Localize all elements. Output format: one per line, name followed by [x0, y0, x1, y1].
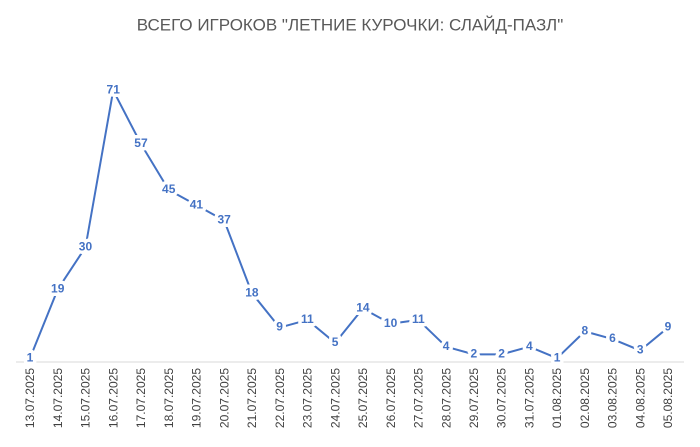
data-label: 4: [526, 339, 533, 353]
x-tick-label: 13.07.2025: [23, 368, 37, 428]
data-label: 1: [27, 350, 34, 364]
data-label: 5: [332, 335, 339, 349]
x-tick-label: 25.07.2025: [356, 368, 370, 428]
x-tick-label: 02.08.2025: [578, 368, 592, 428]
x-tick-label: 31.07.2025: [522, 368, 536, 428]
x-tick-label: 26.07.2025: [384, 368, 398, 428]
x-tick-label: 27.07.2025: [412, 368, 426, 428]
data-label: 10: [384, 316, 398, 330]
x-tick-label: 30.07.2025: [495, 368, 509, 428]
data-label: 45: [162, 182, 176, 196]
data-label: 4: [443, 339, 450, 353]
x-tick-label: 28.07.2025: [439, 368, 453, 428]
x-tick-label: 21.07.2025: [245, 368, 259, 428]
x-tick-label: 15.07.2025: [79, 368, 93, 428]
x-tick-label: 17.07.2025: [134, 368, 148, 428]
x-tick-label: 05.08.2025: [661, 368, 675, 428]
data-label: 11: [301, 312, 314, 326]
data-label: 30: [79, 239, 93, 253]
data-label: 18: [245, 285, 259, 299]
data-label: 37: [217, 213, 231, 227]
data-label: 57: [134, 136, 148, 150]
data-label: 14: [356, 301, 370, 315]
chart-title: ВСЕГО ИГРОКОВ "ЛЕТНИЕ КУРОЧКИ: СЛАЙД-ПАЗ…: [137, 15, 564, 34]
data-label: 71: [107, 83, 121, 97]
data-label: 2: [498, 347, 505, 361]
x-tick-label: 20.07.2025: [217, 368, 231, 428]
x-tick-label: 16.07.2025: [106, 368, 120, 428]
data-label: 9: [276, 320, 283, 334]
x-tick-label: 22.07.2025: [273, 368, 287, 428]
x-tick-label: 29.07.2025: [467, 368, 481, 428]
data-label: 11: [412, 312, 425, 326]
data-label: 41: [190, 197, 204, 211]
x-tick-label: 18.07.2025: [162, 368, 176, 428]
x-tick-label: 23.07.2025: [301, 368, 315, 428]
x-tick-label: 04.08.2025: [633, 368, 647, 428]
data-label: 8: [581, 324, 588, 338]
x-tick-label: 14.07.2025: [51, 368, 65, 428]
data-label: 6: [609, 331, 616, 345]
line: [29, 89, 669, 360]
x-tick-label: 19.07.2025: [190, 368, 204, 428]
x-tick-label: 03.08.2025: [606, 368, 620, 428]
data-label: 19: [51, 281, 65, 295]
data-label: 3: [637, 343, 644, 357]
data-label: 1: [554, 350, 561, 364]
data-label: 2: [470, 347, 477, 361]
data-label: 9: [665, 320, 672, 334]
x-tick-label: 24.07.2025: [328, 368, 342, 428]
x-tick-label: 01.08.2025: [550, 368, 564, 428]
